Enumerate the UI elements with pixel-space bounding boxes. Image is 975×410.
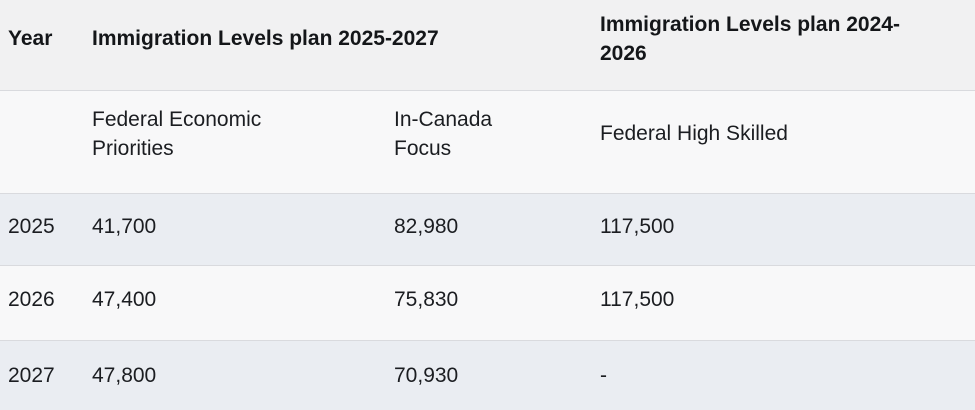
federal-economic-priorities-cell: 47,400 bbox=[84, 265, 386, 341]
year-cell: 2027 bbox=[0, 340, 84, 410]
year-column-header: Year bbox=[0, 0, 84, 91]
federal-high-skilled-cell: - bbox=[592, 340, 975, 410]
in-canada-focus-cell: 75,830 bbox=[386, 265, 592, 341]
federal-high-skilled-label: Federal High Skilled bbox=[600, 122, 788, 145]
in-canada-focus-column-header: In-Canada Focus bbox=[386, 90, 592, 194]
plan-2025-2027-group-header-label: Immigration Levels plan 2025-2027 bbox=[92, 27, 439, 51]
table-row-2026: 2026 47,400 75,830 117,500 bbox=[0, 265, 975, 341]
federal-economic-priorities-cell: 41,700 bbox=[84, 193, 386, 266]
plan-2024-2026-group-header-label: Immigration Levels plan 2024-2026 bbox=[600, 12, 900, 65]
plan-2024-2026-group-header: Immigration Levels plan 2024-2026 bbox=[592, 0, 975, 91]
table-row-2027: 2027 47,800 70,930 - bbox=[0, 340, 975, 410]
federal-economic-priorities-cell: 47,800 bbox=[84, 340, 386, 410]
in-canada-focus-cell: 70,930 bbox=[386, 340, 592, 410]
year-cell: 2026 bbox=[0, 265, 84, 341]
federal-high-skilled-cell: 117,500 bbox=[592, 193, 975, 266]
federal-economic-priorities-label: Federal Economic Priorities bbox=[92, 107, 262, 160]
year-cell: 2025 bbox=[0, 193, 84, 266]
federal-economic-priorities-column-header: Federal Economic Priorities bbox=[84, 90, 386, 194]
in-canada-focus-label: In-Canada Focus bbox=[394, 107, 493, 160]
table-subheader-row: Federal Economic Priorities In-Canada Fo… bbox=[0, 90, 975, 194]
year-column-header-label: Year bbox=[8, 27, 53, 51]
table-header-row: Year Immigration Levels plan 2025-2027 I… bbox=[0, 0, 975, 91]
in-canada-focus-cell: 82,980 bbox=[386, 193, 592, 266]
empty-subheader-cell bbox=[0, 90, 84, 194]
plan-2025-2027-group-header: Immigration Levels plan 2025-2027 bbox=[84, 0, 592, 91]
federal-high-skilled-cell: 117,500 bbox=[592, 265, 975, 341]
federal-high-skilled-column-header: Federal High Skilled bbox=[592, 90, 975, 194]
table-row-2025: 2025 41,700 82,980 117,500 bbox=[0, 193, 975, 266]
